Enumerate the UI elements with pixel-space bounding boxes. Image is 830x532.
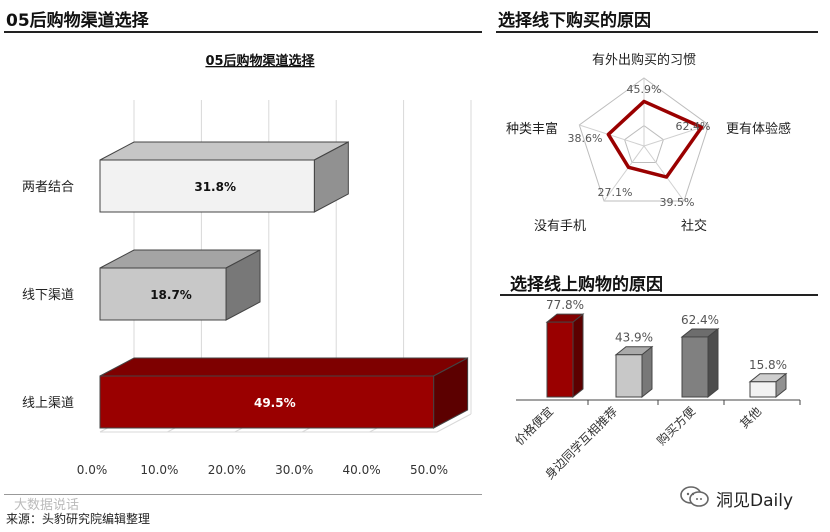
- y-category-label: 两者结合: [22, 180, 74, 195]
- radar-value-label: 38.6%: [568, 132, 603, 145]
- vbar-category-label: 其他: [737, 404, 764, 431]
- left-section-rule: [4, 31, 482, 33]
- bar-top: [99, 357, 468, 377]
- vbar: [681, 336, 709, 398]
- gridline-floor: [436, 413, 472, 433]
- radar-spoke: [643, 145, 685, 202]
- radar-axis-label: 社交: [681, 218, 707, 234]
- offline-reasons-radar: 45.9% 有外出购买的习惯 62.4% 更有体验感 39.5% 社交 27.1% 没有手机 3…: [506, 52, 791, 234]
- radar-ring: [578, 77, 710, 202]
- offline-reasons-title: 选择线下购买的原因: [498, 11, 651, 31]
- vbar-category-label: 购买方便: [654, 404, 699, 449]
- bar-value-label: 49.5%: [254, 396, 296, 410]
- online-reasons-rule: [500, 294, 818, 296]
- radar-axis-label: 有外出购买的习惯: [592, 52, 696, 68]
- wechat-icon: [680, 485, 710, 509]
- radar-axis-label: 没有手机: [534, 219, 586, 234]
- chart-bars: 31.8% 18.7% 49.5%: [99, 141, 469, 429]
- vbar-value-label: 43.9%: [615, 331, 653, 345]
- radar-labels: 45.9% 有外出购买的习惯 62.4% 更有体验感 39.5% 社交 27.1% 没有手机 3…: [506, 52, 791, 234]
- offline-reasons-rule: [496, 31, 818, 33]
- vbar-side: [707, 327, 719, 399]
- x-tick-label: 10.0%: [140, 463, 178, 477]
- vbar-side: [641, 345, 653, 399]
- channel-bar-chart: 05后购物渠道选择 31.8% 18.7% 49.5% 0.0% 10.0% 20.0%…: [22, 53, 472, 477]
- x-tick-label: 0.0%: [77, 463, 108, 477]
- radar-series-line: [606, 99, 704, 179]
- bar: [99, 267, 227, 321]
- radar-spoke: [603, 145, 645, 202]
- footer-rule: [4, 494, 482, 495]
- vbar-side: [572, 313, 584, 399]
- radar-series: [606, 99, 704, 179]
- radar-value-label: 45.9%: [627, 83, 662, 96]
- bar-value-label: 18.7%: [150, 288, 192, 302]
- vbar-category-label: 价格便宜: [512, 404, 557, 449]
- x-tick-label: 30.0%: [275, 463, 313, 477]
- radar-axis-label: 更有体验感: [726, 121, 791, 137]
- bar: [99, 159, 315, 213]
- vbar: [615, 354, 643, 398]
- radar-value-label: 62.4%: [676, 120, 711, 133]
- source-note: 来源：头豹研究院编辑整理: [6, 512, 151, 526]
- y-category-label: 线下渠道: [22, 288, 74, 303]
- vbar-value-label: 77.8%: [546, 298, 584, 312]
- bar: [99, 375, 435, 429]
- bar-top: [99, 141, 349, 161]
- radar-value-label: 27.1%: [598, 186, 633, 199]
- x-tick-label: 40.0%: [343, 463, 381, 477]
- radar-ring: [624, 124, 664, 164]
- radar-spoke: [643, 124, 709, 147]
- radar-grid: [578, 77, 710, 202]
- x-axis-ticks: 0.0% 10.0% 20.0% 30.0% 40.0% 50.0%: [77, 463, 448, 477]
- vbar-bars: 77.8% 43.9% 62.4% 15.8%: [545, 298, 788, 399]
- chart-title: 05后购物渠道选择: [205, 53, 315, 69]
- online-reasons-title: 选择线上购物的原因: [510, 275, 663, 295]
- left-section-title: 05后购物渠道选择: [6, 11, 149, 31]
- radar-spoke: [579, 124, 645, 147]
- vbar: [749, 381, 777, 398]
- brand-name: 洞见Daily: [716, 491, 794, 511]
- bar-value-label: 31.8%: [194, 180, 236, 194]
- vbar-axis: [516, 399, 801, 405]
- radar-value-label: 39.5%: [660, 196, 695, 209]
- watermark-text: 大数据说话: [14, 498, 80, 513]
- vbar-value-label: 15.8%: [749, 358, 787, 372]
- x-tick-label: 20.0%: [208, 463, 246, 477]
- vbar-value-label: 62.4%: [681, 313, 719, 327]
- y-category-label: 线上渠道: [22, 396, 74, 411]
- x-tick-label: 50.0%: [410, 463, 448, 477]
- radar-axis-label: 种类丰富: [506, 121, 558, 137]
- vbar: [546, 321, 574, 398]
